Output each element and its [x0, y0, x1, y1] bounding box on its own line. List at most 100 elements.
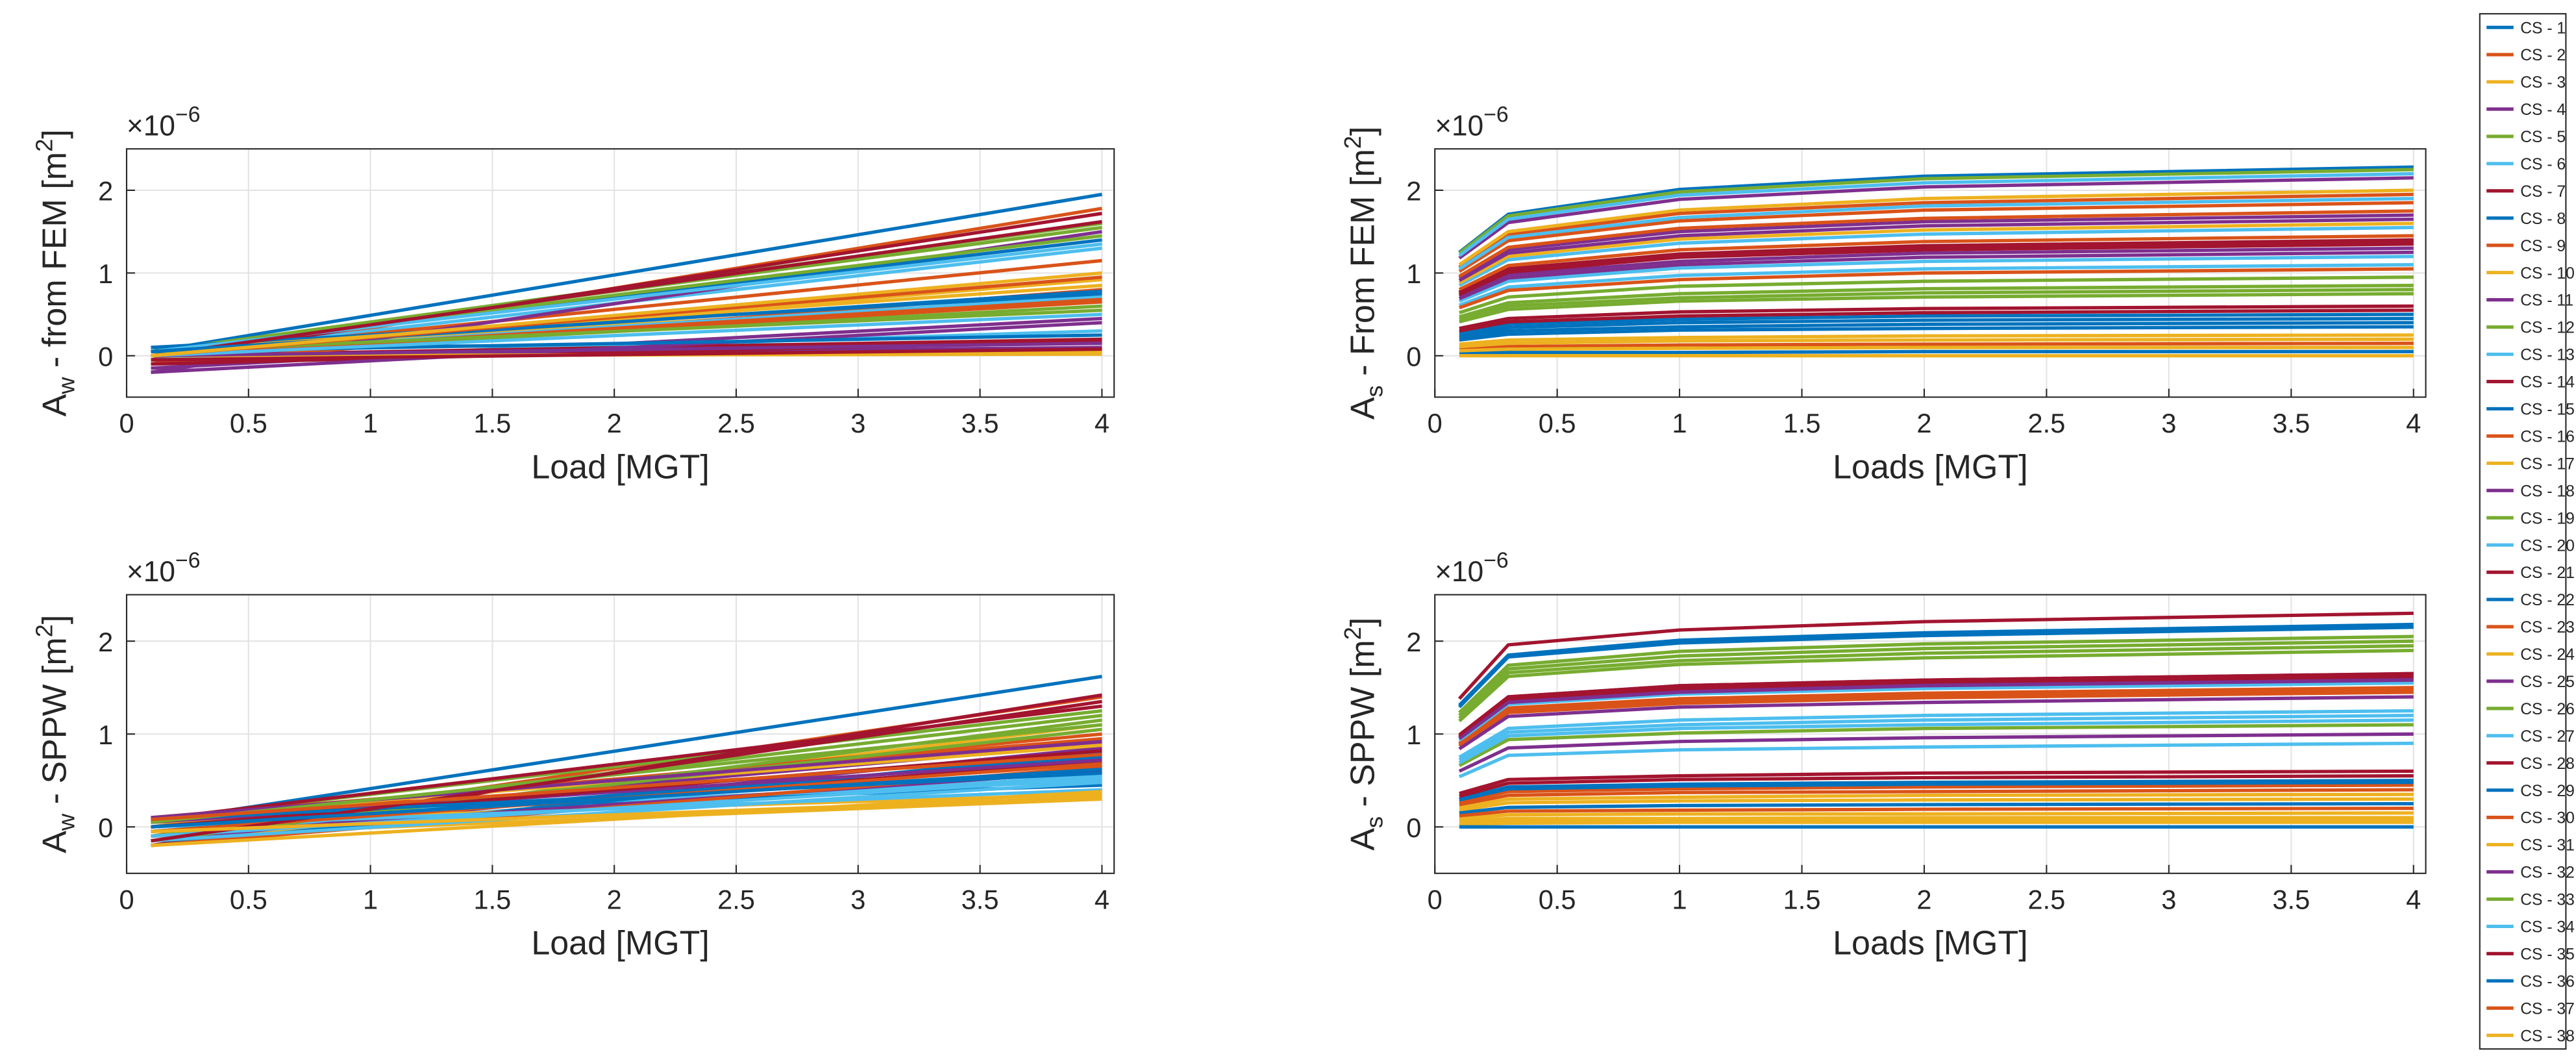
legend-label: CS - 7 — [2520, 183, 2566, 201]
series-line — [1459, 275, 2414, 314]
y-axis-label-part: 2 — [31, 624, 58, 637]
y-tick-label: 2 — [98, 176, 113, 207]
y-tick-label: 1 — [1406, 720, 1421, 750]
legend-label: CS - 27 — [2520, 728, 2575, 746]
legend-label: CS - 37 — [2520, 1000, 2575, 1018]
series-line — [1459, 818, 2414, 824]
series-line — [1458, 225, 2414, 287]
legend-label: CS - 8 — [2520, 210, 2566, 228]
y-axis-label-part: 2 — [1339, 136, 1366, 149]
y-axis-label: Aw - from FEM [m2] — [31, 129, 80, 416]
x-tick-label: 0.5 — [230, 884, 267, 914]
legend-label: CS - 25 — [2520, 673, 2575, 691]
y-axis-label-part: - from FEM [m — [36, 152, 73, 377]
series-line — [1459, 321, 2414, 340]
legend-label: CS - 18 — [2520, 483, 2575, 500]
y-axis-label-part: A — [36, 831, 73, 853]
legend-label: CS - 28 — [2520, 755, 2575, 773]
series-line — [151, 220, 1102, 358]
series-line — [1459, 792, 2414, 809]
legend-label: CS - 3 — [2520, 74, 2566, 92]
series-line — [151, 347, 1102, 362]
legend-label: CS - 9 — [2520, 238, 2566, 255]
x-tick-label: 0 — [119, 408, 134, 438]
x-tick-label: 2 — [1916, 408, 1931, 438]
series-line — [1459, 349, 2414, 355]
series-line — [151, 749, 1102, 829]
x-tick-label: 1 — [1672, 884, 1687, 914]
series-line — [1459, 292, 2414, 324]
y-axis-label: As - SPPW [m2] — [1339, 618, 1388, 851]
y-axis-label-part: s — [1361, 385, 1388, 397]
series-line — [1458, 209, 2414, 278]
x-tick-label: 3.5 — [2272, 408, 2310, 438]
series-line — [1458, 171, 2414, 257]
axes-box — [1434, 594, 2427, 874]
legend-label: CS - 2 — [2520, 47, 2566, 64]
y-axis-label-part: - SPPW [m — [36, 637, 73, 814]
y-axis-label-part: 2 — [1339, 627, 1366, 640]
legend-label: CS - 29 — [2520, 783, 2575, 800]
y-exponent-base: ×10 — [1435, 556, 1483, 588]
y-axis-label-part: ] — [36, 129, 73, 138]
x-tick-label: 0 — [1428, 408, 1443, 438]
series-line — [1458, 176, 2414, 260]
series-line — [1458, 263, 2414, 307]
y-axis-label-part: ] — [1344, 618, 1382, 627]
legend-label: CS - 17 — [2520, 455, 2575, 473]
series-line — [1458, 714, 2414, 762]
series-line — [1458, 221, 2414, 284]
axes-box — [125, 148, 1115, 398]
legend-label: CS - 14 — [2520, 374, 2575, 392]
x-axis-label: Load [MGT] — [531, 448, 710, 486]
series-line — [151, 271, 1102, 358]
series-line — [1459, 308, 2414, 333]
legend-label: CS - 31 — [2520, 837, 2575, 855]
series-line — [1459, 316, 2414, 337]
x-tick-label: 2 — [607, 884, 622, 914]
legend-label: CS - 21 — [2520, 564, 2575, 582]
x-tick-label: 2 — [1916, 884, 1931, 914]
series-line — [1459, 346, 2414, 353]
legend-label: CS - 20 — [2520, 537, 2575, 555]
y-tick-label: 1 — [1406, 258, 1421, 289]
y-exponent: ×10−6 — [1435, 548, 1509, 588]
y-tick-label: 2 — [1406, 627, 1421, 657]
x-tick-label: 3 — [2161, 884, 2176, 914]
y-axis-label: Aw - SPPW [m2] — [31, 615, 80, 853]
x-tick-label: 3.5 — [2272, 884, 2310, 914]
y-axis-label-part: - SPPW [m — [1344, 640, 1382, 816]
x-tick-label: 3 — [2161, 408, 2176, 438]
series-line — [1458, 201, 2414, 273]
series-line — [1459, 807, 2414, 818]
x-tick-label: 2.5 — [2028, 884, 2066, 914]
legend-box — [2479, 13, 2567, 1050]
legend-label: CS - 35 — [2520, 946, 2575, 963]
series-line — [1458, 240, 2414, 295]
series-line — [1458, 648, 2414, 723]
series-line — [151, 795, 1102, 833]
x-tick-label: 0 — [1428, 884, 1443, 914]
x-tick-label: 1 — [363, 408, 378, 438]
x-tick-label: 3 — [850, 408, 865, 438]
x-tick-label: 2.5 — [717, 408, 755, 438]
series-line — [151, 308, 1102, 354]
series-line — [1459, 333, 2414, 346]
series-line — [1458, 635, 2414, 714]
series-line — [151, 300, 1102, 358]
legend-label: CS - 10 — [2520, 265, 2575, 283]
legend-label: CS - 34 — [2520, 919, 2575, 937]
x-tick-label: 1.5 — [1783, 884, 1821, 914]
legend-label: CS - 4 — [2520, 101, 2566, 119]
y-axis-label-part: A — [36, 394, 73, 417]
series-line — [1459, 773, 2414, 798]
series-line — [151, 192, 1102, 353]
y-axis-label-part: ] — [36, 615, 73, 624]
x-axis-label: Loads [MGT] — [1833, 448, 2028, 486]
y-axis-label-part: w — [53, 813, 79, 831]
y-exponent-power: −6 — [1483, 103, 1509, 127]
series-line — [1459, 797, 2414, 812]
series-line — [1458, 741, 2414, 779]
legend-label: CS - 30 — [2520, 810, 2575, 827]
axes-box — [125, 594, 1115, 874]
